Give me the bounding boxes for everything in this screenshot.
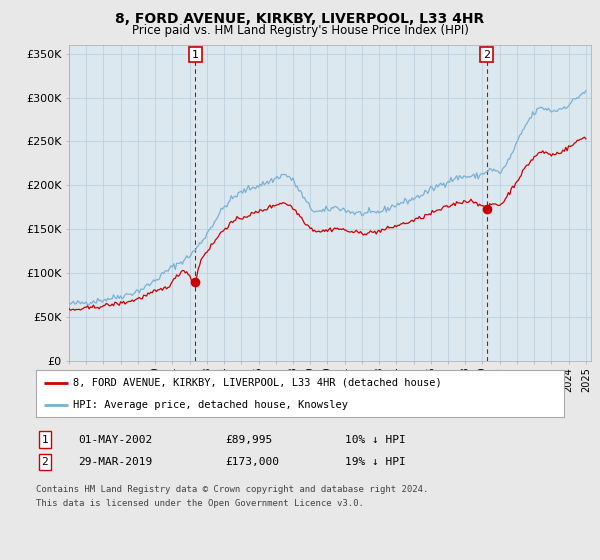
- Text: HPI: Average price, detached house, Knowsley: HPI: Average price, detached house, Know…: [73, 400, 348, 410]
- Text: 2: 2: [483, 49, 490, 59]
- Text: 1: 1: [41, 435, 49, 445]
- Text: This data is licensed under the Open Government Licence v3.0.: This data is licensed under the Open Gov…: [36, 500, 364, 508]
- Text: 2: 2: [41, 457, 49, 467]
- Text: 19% ↓ HPI: 19% ↓ HPI: [345, 457, 406, 467]
- Text: 10% ↓ HPI: 10% ↓ HPI: [345, 435, 406, 445]
- Text: 8, FORD AVENUE, KIRKBY, LIVERPOOL, L33 4HR (detached house): 8, FORD AVENUE, KIRKBY, LIVERPOOL, L33 4…: [73, 378, 442, 388]
- Text: £89,995: £89,995: [225, 435, 272, 445]
- Text: Contains HM Land Registry data © Crown copyright and database right 2024.: Contains HM Land Registry data © Crown c…: [36, 486, 428, 494]
- Text: 01-MAY-2002: 01-MAY-2002: [78, 435, 152, 445]
- Text: Price paid vs. HM Land Registry's House Price Index (HPI): Price paid vs. HM Land Registry's House …: [131, 24, 469, 37]
- Text: £173,000: £173,000: [225, 457, 279, 467]
- Text: 29-MAR-2019: 29-MAR-2019: [78, 457, 152, 467]
- Text: 1: 1: [192, 49, 199, 59]
- Text: 8, FORD AVENUE, KIRKBY, LIVERPOOL, L33 4HR: 8, FORD AVENUE, KIRKBY, LIVERPOOL, L33 4…: [115, 12, 485, 26]
